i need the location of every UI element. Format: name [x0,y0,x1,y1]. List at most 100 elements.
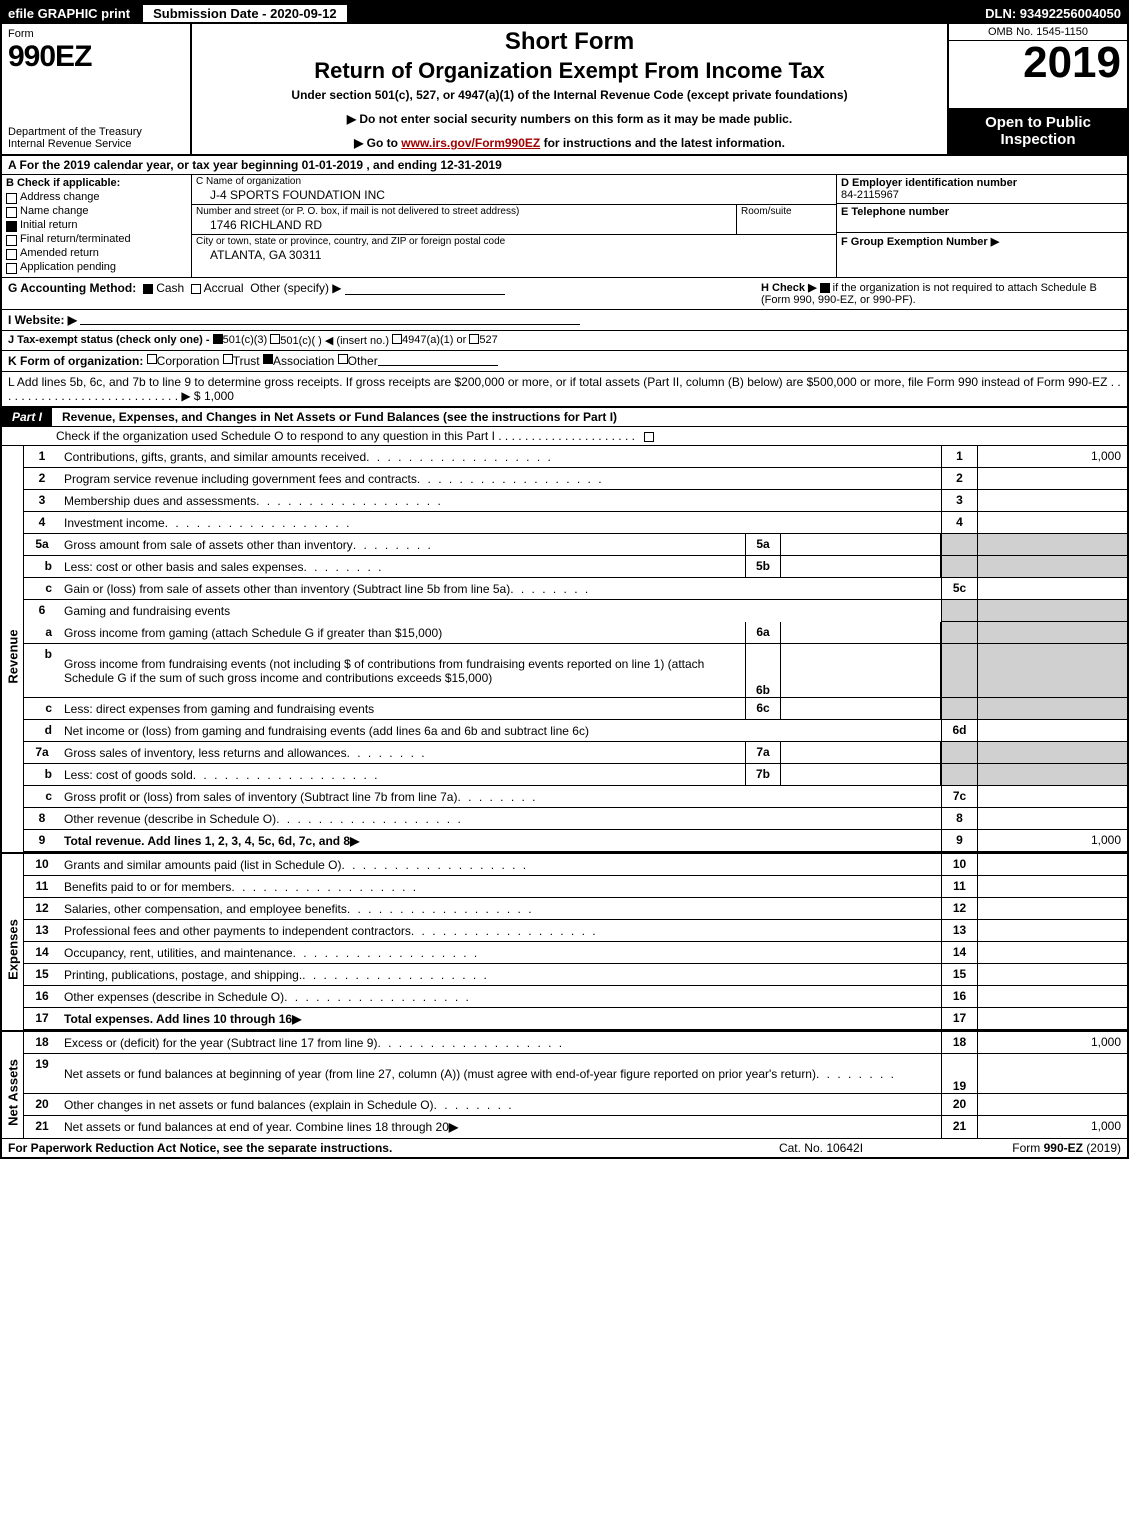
d-label: D Employer identification number [841,177,1017,189]
ln-6-desc: Gaming and fundraising events [60,600,941,622]
cb-initial-return[interactable]: Initial return [6,219,187,231]
ln-16-rn: 16 [941,986,977,1007]
ln-9-rn: 9 [941,830,977,851]
notice-2-post: for instructions and the latest informat… [540,136,785,150]
ln-7a-rn-shade [941,742,977,763]
row-g-h: G Accounting Method: Cash Accrual Other … [2,278,1127,310]
other-org-line[interactable] [378,354,498,366]
j-label: J Tax-exempt status (check only one) - [8,334,210,347]
cb-schedule-b[interactable] [820,283,830,293]
netassets-side-text: Net Assets [5,1059,20,1126]
ln-6b-val-shade [977,644,1127,697]
accrual-label: Accrual [204,281,244,295]
ln-2-val [977,468,1127,489]
ln-6c-val-shade [977,698,1127,719]
part-1-sub: Check if the organization used Schedule … [2,427,1127,446]
line-2: 2 Program service revenue including gove… [24,468,1127,490]
expenses-side-label: Expenses [2,854,24,1030]
ln-8-desc: Other revenue (describe in Schedule O) [60,808,941,829]
name-row: C Name of organization J-4 SPORTS FOUNDA… [192,175,836,205]
h-label: H Check ▶ [761,282,817,294]
revenue-side-text: Revenue [5,629,20,683]
cb-4947[interactable] [392,334,402,344]
open-to-public: Open to Public Inspection [949,108,1127,154]
ln-19-val [977,1054,1127,1093]
ln-7b-mini: 7b [745,764,781,785]
ln-3-desc: Membership dues and assessments [60,490,941,511]
ln-7c-val [977,786,1127,807]
website-line[interactable] [80,313,580,325]
col-c: C Name of organization J-4 SPORTS FOUNDA… [192,175,837,277]
f-label: F Group Exemption Number ▶ [841,236,999,248]
ln-6b-mini: 6b [745,644,781,697]
ln-12-no: 12 [24,898,60,919]
irs-link[interactable]: www.irs.gov/Form990EZ [401,136,540,150]
ln-13-desc: Professional fees and other payments to … [60,920,941,941]
form-page: efile GRAPHIC print Submission Date - 20… [0,0,1129,1159]
ln-5a-val-shade [977,534,1127,555]
ln-6a-mini: 6a [745,622,781,643]
cb-other[interactable] [338,354,348,364]
ln-10-no: 10 [24,854,60,875]
name-label: C Name of organization [192,175,836,188]
part-1-tab: Part I [2,408,52,426]
cb-501c3[interactable] [213,334,223,344]
cb-cash[interactable] [143,284,153,294]
cb-corp[interactable] [147,354,157,364]
cb-address-change[interactable]: Address change [6,191,187,203]
cb-final-return[interactable]: Final return/terminated [6,233,187,245]
ln-17-no: 17 [24,1008,60,1029]
ln-6a-rn-shade [941,622,977,643]
notice-2: ▶ Go to www.irs.gov/Form990EZ for instru… [198,136,941,150]
k-o2: Trust [233,354,260,368]
ln-15-val [977,964,1127,985]
ln-6c-mval [781,698,941,719]
ln-5b-rn-shade [941,556,977,577]
netassets-lines: 18 Excess or (deficit) for the year (Sub… [24,1032,1127,1138]
ln-16-no: 16 [24,986,60,1007]
ln-17-val [977,1008,1127,1029]
ln-7b-mval [781,764,941,785]
footer-right: Form 990-EZ (2019) [921,1141,1121,1155]
cb-501c[interactable] [270,334,280,344]
cb-application-pending[interactable]: Application pending [6,261,187,273]
ln-18-no: 18 [24,1032,60,1053]
line-18: 18 Excess or (deficit) for the year (Sub… [24,1032,1127,1054]
cb-schedule-o[interactable] [644,432,654,442]
notice-2-pre: ▶ Go to [354,136,401,150]
ln-8-no: 8 [24,808,60,829]
ln-7b-val-shade [977,764,1127,785]
ln-5b-mval [781,556,941,577]
f-row: F Group Exemption Number ▶ [837,233,1127,250]
ln-10-val [977,854,1127,875]
ln-6c-rn-shade [941,698,977,719]
cb-assoc[interactable] [263,354,273,364]
line-6a: a Gross income from gaming (attach Sched… [24,622,1127,644]
header-right: OMB No. 1545-1150 2019 Open to Public In… [947,24,1127,154]
room-label: Room/suite [737,205,836,218]
expenses-lines: 10 Grants and similar amounts paid (list… [24,854,1127,1030]
cb-trust[interactable] [223,354,233,364]
j-o4: 527 [479,334,497,347]
ln-18-desc: Excess or (deficit) for the year (Subtra… [60,1032,941,1053]
cb-accrual[interactable] [191,284,201,294]
g-label: G Accounting Method: [8,281,136,295]
ln-7c-rn: 7c [941,786,977,807]
ln-7a-val-shade [977,742,1127,763]
cb-name-change[interactable]: Name change [6,205,187,217]
ln-1-desc: Contributions, gifts, grants, and simila… [60,446,941,467]
footer-left: For Paperwork Reduction Act Notice, see … [8,1141,721,1155]
revenue-section: Revenue 1 Contributions, gifts, grants, … [2,446,1127,852]
other-specify-line[interactable] [345,283,505,295]
ln-5a-rn-shade [941,534,977,555]
cb-527[interactable] [469,334,479,344]
ln-17-desc-text: Total expenses. Add lines 10 through 16 [64,1012,292,1026]
ln-15-rn: 15 [941,964,977,985]
ln-11-desc: Benefits paid to or for members [60,876,941,897]
ln-4-rn: 4 [941,512,977,533]
cb-amended-return[interactable]: Amended return [6,247,187,259]
row-l: L Add lines 5b, 6c, and 7b to line 9 to … [2,372,1127,407]
ln-16-desc: Other expenses (describe in Schedule O) [60,986,941,1007]
line-7a: 7a Gross sales of inventory, less return… [24,742,1127,764]
ln-7b-desc: Less: cost of goods sold [60,764,745,785]
